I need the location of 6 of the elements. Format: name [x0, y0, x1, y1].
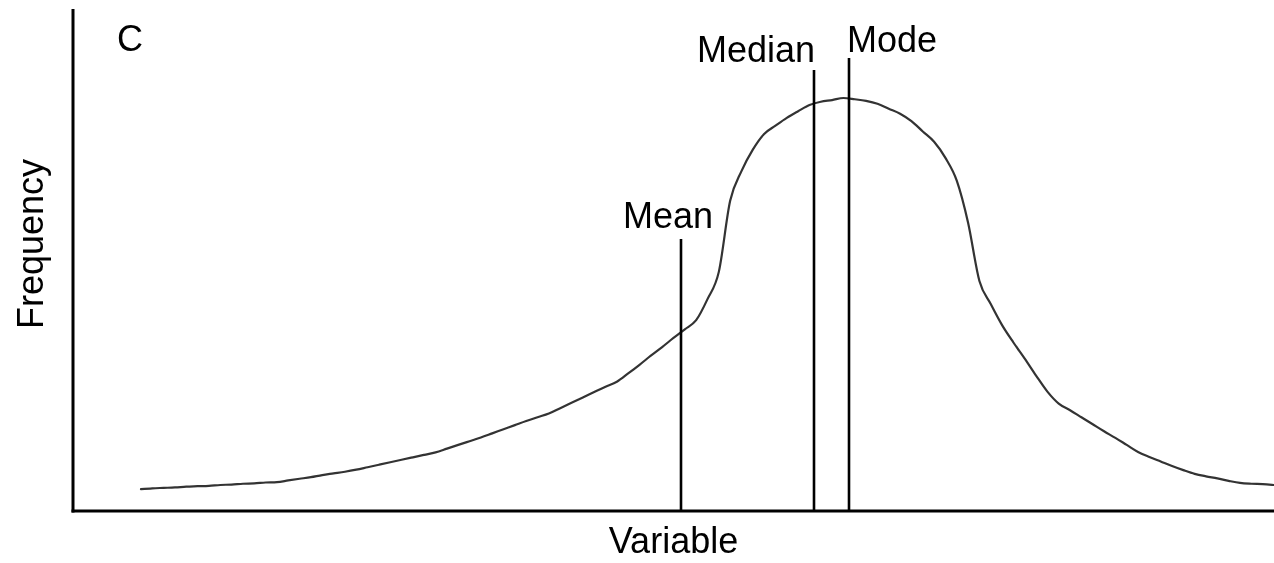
text: Mode [847, 19, 938, 60]
text: Median [696, 29, 815, 70]
annotation: Mean [622, 195, 714, 236]
y-axis-title: Frequency [10, 158, 51, 330]
x-axis-title: Variable [608, 520, 739, 561]
chart-title: C [117, 18, 143, 59]
